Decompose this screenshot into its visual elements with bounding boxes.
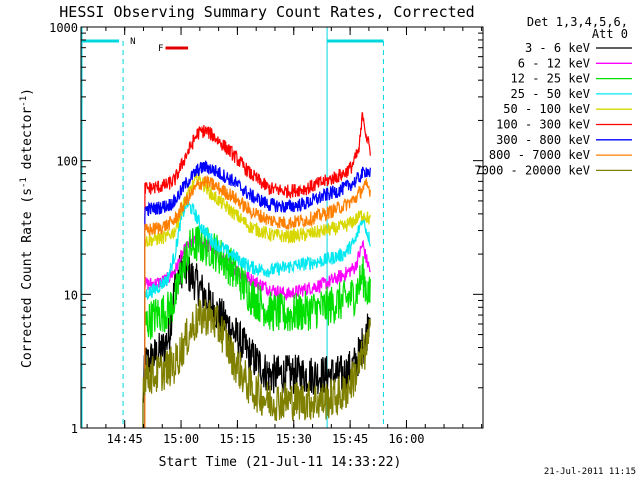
series-line-6 (144, 160, 371, 428)
legend-label-6: 300 - 800 keV (496, 133, 590, 147)
series-line-5 (144, 112, 371, 428)
x-tick-label-4: 15:45 (332, 432, 368, 446)
x-axis: 14:45 15:00 15:15 15:30 15:45 16:00 (86, 27, 483, 446)
x-tick-label-1: 15:00 (163, 432, 199, 446)
x-axis-label: Start Time (21-Jul-11 14:33:22) (159, 455, 402, 470)
y-tick-label-3: 1000 (49, 21, 78, 35)
series-7 (144, 175, 371, 428)
legend-label-8: 7000 - 20000 keV (474, 163, 590, 177)
legend-label-4: 50 - 100 keV (503, 102, 590, 116)
timestamp: 21-Jul-2011 11:15 (544, 467, 636, 477)
plot-area: NF (81, 27, 384, 428)
x-tick-label-3: 15:30 (276, 432, 312, 446)
series-line-8 (142, 299, 371, 428)
series-8 (142, 299, 371, 428)
legend-label-5: 100 - 300 keV (496, 118, 590, 132)
y-tick-label-1: 10 (64, 288, 78, 302)
legend-label-0: 3 - 6 keV (525, 41, 590, 55)
y-tick-label-2: 100 (56, 155, 78, 169)
y-tick-label-0: 1 (71, 422, 78, 436)
series-1 (144, 234, 371, 428)
y-axis-label-end: ) (20, 88, 35, 96)
series-line-2 (144, 224, 371, 428)
legend-label-3: 25 - 50 keV (511, 87, 590, 101)
series-6 (144, 160, 371, 428)
series-line-7 (144, 175, 371, 428)
x-tick-label-0: 14:45 (107, 432, 143, 446)
series-5 (144, 112, 371, 428)
y-axis-label-mid: detector (20, 107, 35, 178)
series-2 (144, 224, 371, 428)
x-tick-label-5: 16:00 (388, 432, 424, 446)
night-marker-label: N (130, 37, 135, 47)
legend-label-1: 6 - 12 keV (518, 56, 590, 70)
legend-label-7: 800 - 7000 keV (489, 148, 590, 162)
flare-marker-label: F (158, 44, 163, 54)
y-axis-label-sup1: -1 (19, 177, 29, 188)
legend-header-line1: Det 1,3,4,5,6, (527, 15, 628, 29)
y-axis: 1 10 100 1000 (49, 21, 483, 436)
y-axis-label-sup2: -1 (19, 96, 29, 107)
y-axis-label-main: Corrected Count Rate (s (20, 188, 35, 368)
legend-label-2: 12 - 25 keV (511, 72, 590, 86)
series-line-1 (144, 234, 371, 428)
chart-title: HESSI Observing Summary Count Rates, Cor… (59, 3, 474, 21)
plot-frame (80, 26, 484, 429)
legend-header-line2: Att 0 (592, 27, 628, 41)
y-axis-label: Corrected Count Rate (s-1 detector-1) (19, 88, 35, 368)
x-tick-label-2: 15:15 (219, 432, 255, 446)
